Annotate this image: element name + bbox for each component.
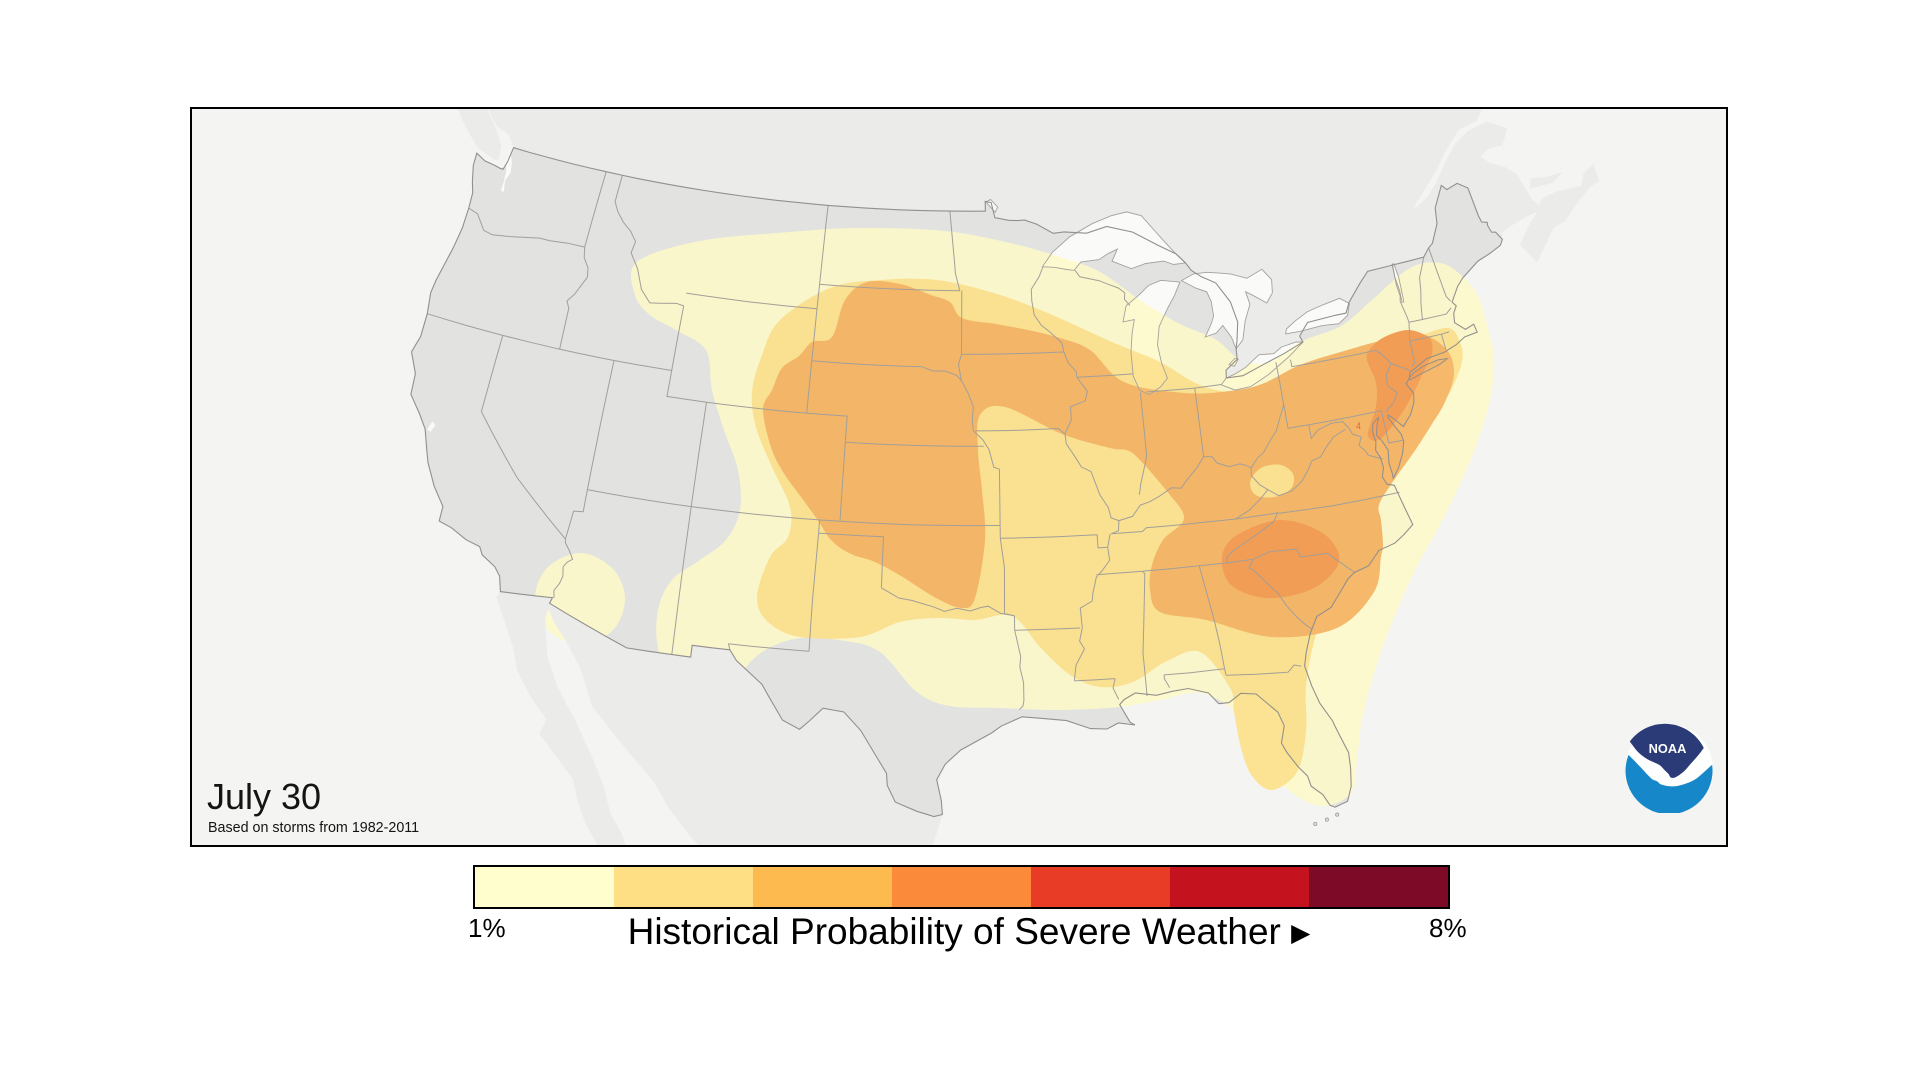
svg-text:NOAA: NOAA [1649,741,1687,756]
svg-text:4: 4 [1356,421,1361,431]
